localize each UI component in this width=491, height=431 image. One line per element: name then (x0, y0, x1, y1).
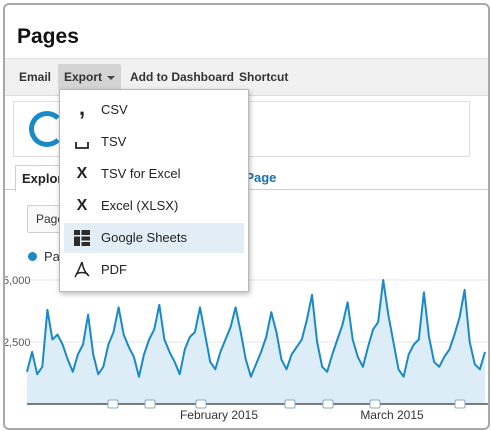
shortcut-button[interactable]: Shortcut (239, 70, 289, 84)
menu-item-tsv-excel[interactable]: X TSV for Excel (64, 159, 244, 189)
annotation-marker-icon (195, 399, 207, 409)
legend-dot-icon (28, 252, 37, 261)
pageviews-chart: 5,000 2,500 February 2015 March 2015 (5, 275, 488, 422)
export-dropdown-menu: , CSV TSV X TSV for Excel X Excel (XLSX) (59, 89, 249, 292)
tab-icon (73, 132, 91, 152)
menu-item-label: CSV (101, 102, 128, 117)
excel-x-icon: X (76, 165, 88, 182)
annotation-marker-icon (144, 399, 156, 409)
annotation-marker-icon (322, 399, 334, 409)
add-to-dashboard-button[interactable]: Add to Dashboard (130, 70, 234, 84)
comma-icon: , (78, 95, 86, 120)
page-title: Pages (17, 25, 79, 48)
annotation-marker-icon (369, 399, 381, 409)
caret-down-icon (107, 75, 116, 80)
pdf-icon (73, 260, 91, 280)
series-area (27, 280, 485, 404)
tab-navigation-summary[interactable]: -Page (241, 170, 277, 185)
email-button[interactable]: Email (19, 70, 52, 84)
menu-item-csv[interactable]: , CSV (64, 95, 244, 125)
menu-item-tsv[interactable]: TSV (64, 127, 244, 157)
menu-item-label: TSV (101, 134, 127, 149)
menu-item-excel-xlsx[interactable]: X Excel (XLSX) (64, 191, 244, 221)
x-axis-month-label: March 2015 (360, 408, 424, 422)
menu-item-label: PDF (101, 262, 127, 277)
loading-spinner-icon (29, 111, 65, 147)
excel-x-icon: X (76, 197, 88, 214)
annotation-marker-icon (454, 399, 466, 409)
annotation-marker-icon (107, 399, 119, 409)
x-axis-month-label: February 2015 (180, 408, 258, 422)
annotation-marker-icon (284, 399, 296, 409)
menu-item-label: Excel (XLSX) (101, 198, 179, 213)
menu-item-label: Google Sheets (101, 230, 188, 245)
menu-item-google-sheets[interactable]: Google Sheets (64, 223, 244, 253)
menu-item-label: TSV for Excel (101, 166, 181, 181)
y-tick-label: 2,500 (5, 337, 31, 349)
menu-item-pdf[interactable]: PDF (64, 255, 244, 285)
export-label: Export (64, 70, 103, 84)
export-button[interactable]: Export (58, 64, 122, 90)
sheets-grid-icon (73, 228, 91, 248)
y-tick-label: 5,000 (5, 275, 31, 287)
report-window: Pages Email Export Add to Dashboard Shor… (3, 3, 490, 430)
